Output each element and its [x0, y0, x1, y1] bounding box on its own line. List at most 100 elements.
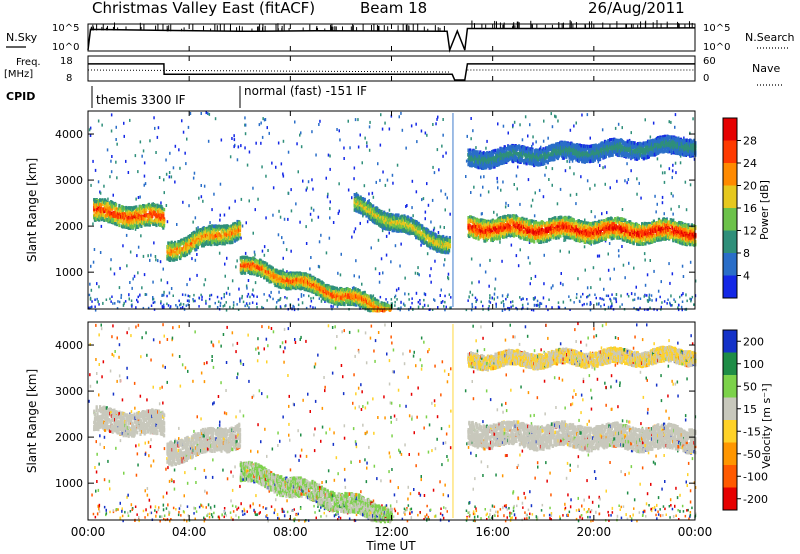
scatter-cell: [194, 216, 197, 220]
scatter-cell: [495, 304, 497, 308]
near-range-cell: [124, 300, 127, 303]
near-range-cell: [275, 307, 277, 310]
near-range-cell: [160, 302, 162, 305]
scatter-cell: [586, 179, 589, 183]
near-range-cell: [89, 306, 92, 309]
band-cell: [169, 256, 172, 261]
scatter-cell: [254, 208, 256, 212]
scatter-cell: [598, 254, 601, 258]
scatter-cell: [137, 245, 140, 249]
near-range-cell: [98, 303, 100, 306]
scatter-cell: [624, 179, 626, 183]
band-cell: [179, 242, 182, 247]
near-range-cell: [474, 296, 477, 300]
band-cell: [193, 231, 196, 236]
near-range-cell: [646, 294, 648, 297]
scatter-cell: [405, 205, 407, 208]
scatter-cell: [390, 114, 393, 118]
near-range-cell: [639, 306, 641, 310]
band-cell: [206, 236, 210, 241]
scatter-cell: [468, 295, 470, 299]
scatter-cell: [296, 142, 298, 146]
scatter-cell: [515, 174, 518, 178]
scatter-cell: [236, 259, 238, 263]
near-range-cell: [91, 305, 93, 309]
band-cell: [237, 230, 240, 234]
band-cell: [202, 242, 205, 247]
scatter-cell: [609, 277, 611, 281]
scatter-cell: [223, 213, 226, 217]
scatter-cell: [290, 188, 292, 192]
scatter-cell: [283, 217, 286, 221]
scatter-cell: [122, 244, 124, 248]
band-cell: [312, 277, 315, 281]
scatter-cell: [213, 192, 215, 196]
scatter-cell: [543, 282, 545, 286]
near-range-cell: [434, 299, 436, 302]
scatter-cell: [671, 272, 674, 276]
band-cell: [114, 218, 117, 222]
scatter-cell: [590, 242, 592, 246]
near-range-cell: [580, 295, 582, 299]
scatter-cell: [599, 277, 601, 281]
scatter-cell: [174, 144, 177, 148]
near-range-cell: [450, 296, 452, 299]
scatter-cell: [655, 210, 657, 214]
scatter-cell: [513, 183, 515, 186]
scatter-cell: [690, 298, 692, 302]
near-range-cell: [262, 306, 265, 310]
band-cell: [152, 207, 155, 211]
scatter-cell: [683, 136, 685, 140]
scatter-cell: [136, 254, 138, 258]
near-range-cell: [503, 305, 505, 308]
scatter-cell: [435, 122, 437, 126]
scatter-cell: [539, 301, 541, 305]
near-range-cell: [433, 298, 435, 301]
scatter-cell: [528, 241, 531, 244]
scatter-cell: [424, 210, 427, 214]
scatter-cell: [311, 178, 313, 182]
near-range-cell: [284, 296, 286, 299]
band-cell: [160, 213, 163, 217]
scatter-cell: [368, 192, 370, 196]
scatter-cell: [527, 134, 529, 138]
scatter-cell: [534, 274, 537, 278]
near-range-cell: [536, 304, 538, 307]
scatter-cell: [200, 112, 202, 115]
scatter-cell: [302, 179, 304, 183]
near-range-cell: [670, 304, 672, 307]
noise-right-tick-top: 10^5: [703, 23, 730, 34]
scatter-cell: [502, 124, 505, 128]
scatter-cell: [480, 175, 482, 179]
scatter-cell: [388, 208, 391, 212]
scatter-cell: [580, 175, 582, 179]
band-cell: [148, 223, 151, 227]
near-range-cell: [581, 303, 584, 307]
scatter-cell: [245, 284, 248, 288]
scatter-cell: [447, 272, 450, 276]
band-cell: [197, 242, 200, 247]
scatter-cell: [143, 174, 146, 178]
band-cell: [265, 262, 269, 266]
near-range-cell: [109, 297, 111, 301]
near-range-cell: [646, 299, 649, 302]
scatter-cell: [436, 117, 438, 121]
scatter-cell: [394, 244, 397, 248]
band-cell: [249, 264, 253, 269]
scatter-cell: [640, 196, 642, 200]
scatter-cell: [180, 302, 182, 306]
scatter-cell: [109, 175, 111, 179]
band-cell: [113, 210, 116, 215]
scatter-cell: [329, 200, 331, 204]
band-cell: [155, 223, 158, 228]
band-cell: [150, 217, 153, 222]
band-cell: [99, 207, 102, 211]
scatter-cell: [517, 165, 519, 169]
band-cell: [222, 235, 226, 239]
scatter-cell: [617, 122, 620, 126]
scatter-cell: [542, 296, 545, 300]
near-range-cell: [312, 306, 314, 309]
band-cell: [212, 224, 215, 228]
near-range-cell: [162, 294, 165, 297]
band-cell: [99, 202, 102, 207]
